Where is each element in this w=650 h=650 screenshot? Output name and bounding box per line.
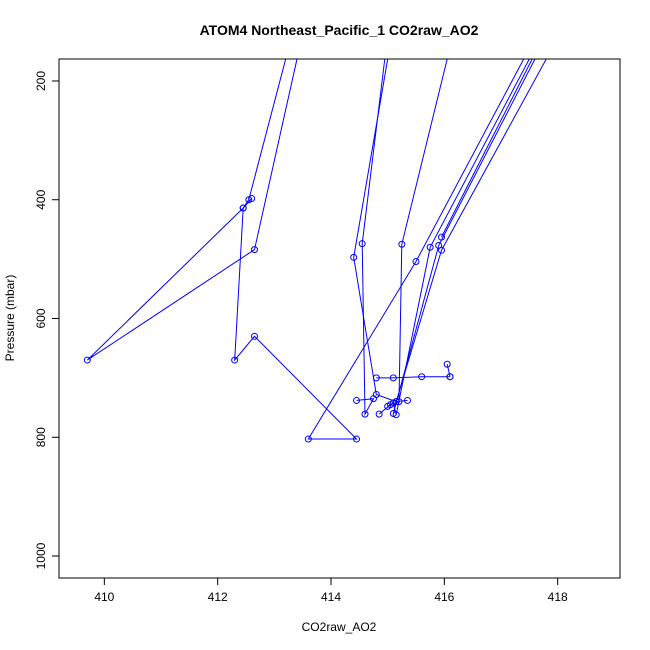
data-point — [231, 356, 239, 364]
data-point — [404, 396, 411, 404]
data-point — [375, 410, 383, 418]
series-line — [395, 59, 547, 402]
series-layer — [83, 59, 547, 443]
y-axis-label: Pressure (mbar) — [3, 275, 17, 362]
series-9 — [392, 59, 547, 406]
series-10 — [443, 360, 454, 381]
data-point — [350, 253, 358, 261]
y-axis: 200 400 600 800 1000 — [34, 71, 59, 569]
series-3 — [353, 59, 386, 418]
data-point — [389, 374, 397, 382]
data-point — [392, 398, 400, 406]
x-tick-label: 410 — [94, 590, 114, 604]
series-line — [356, 59, 386, 416]
series-line — [441, 59, 533, 238]
x-tick-label: 416 — [434, 590, 454, 604]
data-point — [418, 373, 426, 381]
x-axis-label: CO2raw_AO2 — [302, 620, 377, 634]
series-line — [392, 59, 536, 414]
plot-frame — [58, 58, 621, 579]
data-point — [251, 246, 258, 254]
data-point — [248, 195, 256, 203]
series-2 — [83, 59, 298, 364]
series-line — [376, 376, 450, 379]
data-point — [83, 356, 91, 364]
data-point — [372, 374, 380, 382]
data-point — [389, 410, 397, 418]
data-point — [361, 410, 369, 418]
series-11 — [438, 59, 533, 241]
x-tick-label: 412 — [208, 590, 228, 604]
series-line — [86, 59, 298, 361]
chart-title: ATOM4 Northeast_Pacific_1 CO2raw_AO2 — [200, 22, 479, 38]
y-tick-label: 200 — [34, 71, 48, 91]
data-point — [239, 204, 247, 212]
data-point — [446, 373, 454, 381]
y-tick-label: 600 — [34, 308, 48, 328]
y-tick-label: 800 — [34, 427, 48, 447]
data-point — [438, 246, 445, 254]
data-point — [412, 257, 420, 265]
data-point — [353, 396, 360, 404]
series-line — [446, 364, 451, 377]
y-tick-label: 400 — [34, 189, 48, 209]
y-tick-label: 1000 — [34, 542, 48, 569]
x-tick-label: 414 — [321, 590, 341, 604]
data-point — [251, 332, 258, 340]
data-point — [398, 240, 406, 248]
data-point — [438, 233, 445, 241]
data-point — [384, 402, 392, 410]
data-point — [358, 240, 366, 248]
x-tick-label: 418 — [548, 590, 568, 604]
x-axis: 410 412 414 416 418 — [94, 578, 568, 604]
data-point — [426, 243, 434, 251]
data-point — [372, 391, 380, 399]
data-point — [304, 435, 312, 443]
data-point — [353, 435, 360, 443]
data-point — [443, 360, 451, 368]
series-line — [353, 59, 408, 403]
